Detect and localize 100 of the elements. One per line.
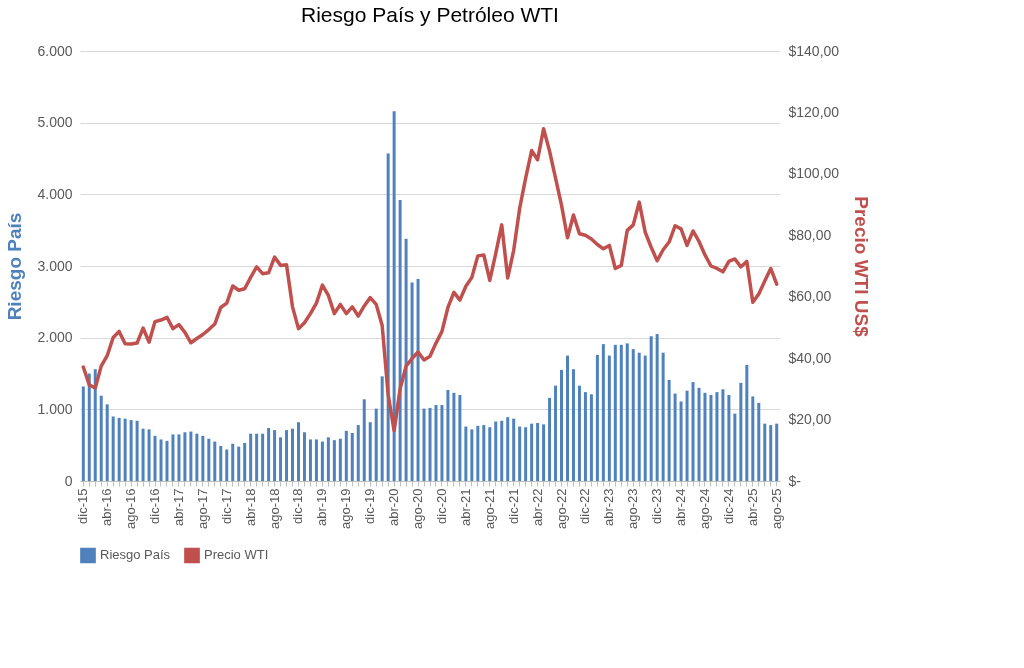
bar: [470, 429, 474, 481]
bar: [362, 399, 366, 481]
bar: [332, 440, 336, 481]
bar: [679, 401, 683, 481]
x-tick-label: dic-18: [290, 488, 306, 524]
x-tick-label: dic-22: [577, 488, 593, 524]
bar: [93, 369, 97, 481]
legend-label: Precio WTI: [204, 547, 269, 563]
bar: [416, 278, 420, 481]
bar: [273, 430, 277, 481]
bar: [147, 429, 151, 481]
bar: [536, 422, 540, 481]
x-tick-label: abr-20: [386, 488, 402, 527]
x-tick-label: ago-18: [266, 488, 282, 529]
x-tick-label: ago-16: [123, 488, 139, 529]
y-tick-label: 1.000: [37, 400, 73, 417]
x-tick-label: dic-21: [505, 488, 521, 524]
bar: [464, 426, 468, 481]
bar: [637, 352, 641, 481]
bar: [518, 426, 522, 481]
bar: [201, 435, 205, 481]
x-tick-label: ago-19: [338, 488, 354, 529]
y-tick-label: 5.000: [37, 114, 73, 131]
x-tick-label: dic-19: [362, 488, 378, 524]
bar: [123, 418, 127, 481]
y2-tick-label: $-: [788, 472, 802, 489]
x-tick-label: abr-18: [242, 488, 258, 527]
bar: [661, 352, 665, 481]
bar: [530, 423, 534, 481]
bar: [105, 404, 109, 481]
bar: [225, 449, 229, 481]
bar: [571, 369, 575, 481]
bar: [583, 392, 587, 481]
bar: [320, 441, 324, 481]
x-tick-label: dic-15: [75, 488, 91, 524]
bar: [685, 390, 689, 481]
bar: [631, 349, 635, 481]
bar: [314, 439, 318, 481]
bar: [356, 425, 360, 481]
bar: [775, 423, 779, 481]
bar: [733, 413, 737, 481]
bar: [398, 200, 402, 481]
bar: [613, 344, 617, 481]
chart-title: Riesgo País y Petróleo WTI: [301, 3, 559, 26]
x-tick-label: ago-21: [481, 488, 497, 529]
bar: [589, 394, 593, 481]
bar: [524, 427, 528, 481]
bar: [249, 433, 253, 481]
x-tick-label: abr-22: [529, 488, 545, 527]
y-tick-label: 6.000: [37, 42, 73, 59]
bar: [482, 425, 486, 481]
y2-tick-label: $40,00: [788, 349, 832, 366]
y2-axis-title: Precio WTI US$: [851, 196, 873, 338]
x-tick-label: ago-24: [696, 488, 712, 529]
bar: [195, 433, 199, 481]
bar: [542, 424, 546, 481]
x-tick-label: ago-22: [553, 488, 569, 529]
bar: [709, 395, 713, 481]
y2-tick-label: $20,00: [788, 411, 832, 428]
bar: [153, 435, 157, 481]
x-tick-label: dic-16: [147, 488, 163, 524]
bar: [135, 420, 139, 481]
bar: [296, 422, 300, 481]
y-tick-label: 0: [64, 472, 73, 489]
bar: [129, 420, 133, 481]
bar: [691, 382, 695, 481]
bar: [213, 441, 217, 481]
bar: [727, 395, 731, 481]
bar: [488, 427, 492, 481]
bar: [177, 434, 181, 481]
bar: [440, 405, 444, 481]
bar: [374, 408, 378, 481]
y2-tick-label: $100,00: [788, 165, 840, 182]
bar: [560, 369, 564, 481]
bar: [285, 430, 289, 481]
bar: [117, 417, 121, 481]
bar: [745, 364, 749, 481]
y2-tick-label: $80,00: [788, 226, 832, 243]
y-tick-label: 3.000: [37, 257, 73, 274]
bar: [291, 428, 295, 481]
bar: [338, 438, 342, 481]
bar: [207, 438, 211, 481]
bar: [565, 355, 569, 481]
bar: [267, 427, 271, 481]
bar: [506, 417, 510, 481]
x-tick-label: ago-25: [768, 488, 784, 529]
bar: [380, 376, 384, 481]
bar: [302, 432, 306, 481]
bar: [721, 389, 725, 481]
bar: [261, 433, 265, 481]
bar: [368, 422, 372, 481]
bar: [344, 430, 348, 481]
x-tick-label: abr-25: [744, 488, 760, 527]
bar: [434, 405, 438, 481]
x-tick-label: ago-20: [410, 488, 426, 529]
bar: [554, 385, 558, 481]
bar: [601, 344, 605, 481]
y2-tick-label: $120,00: [788, 103, 840, 120]
y-axis-title: Riesgo País: [4, 212, 26, 321]
y-tick-label: 4.000: [37, 185, 73, 202]
